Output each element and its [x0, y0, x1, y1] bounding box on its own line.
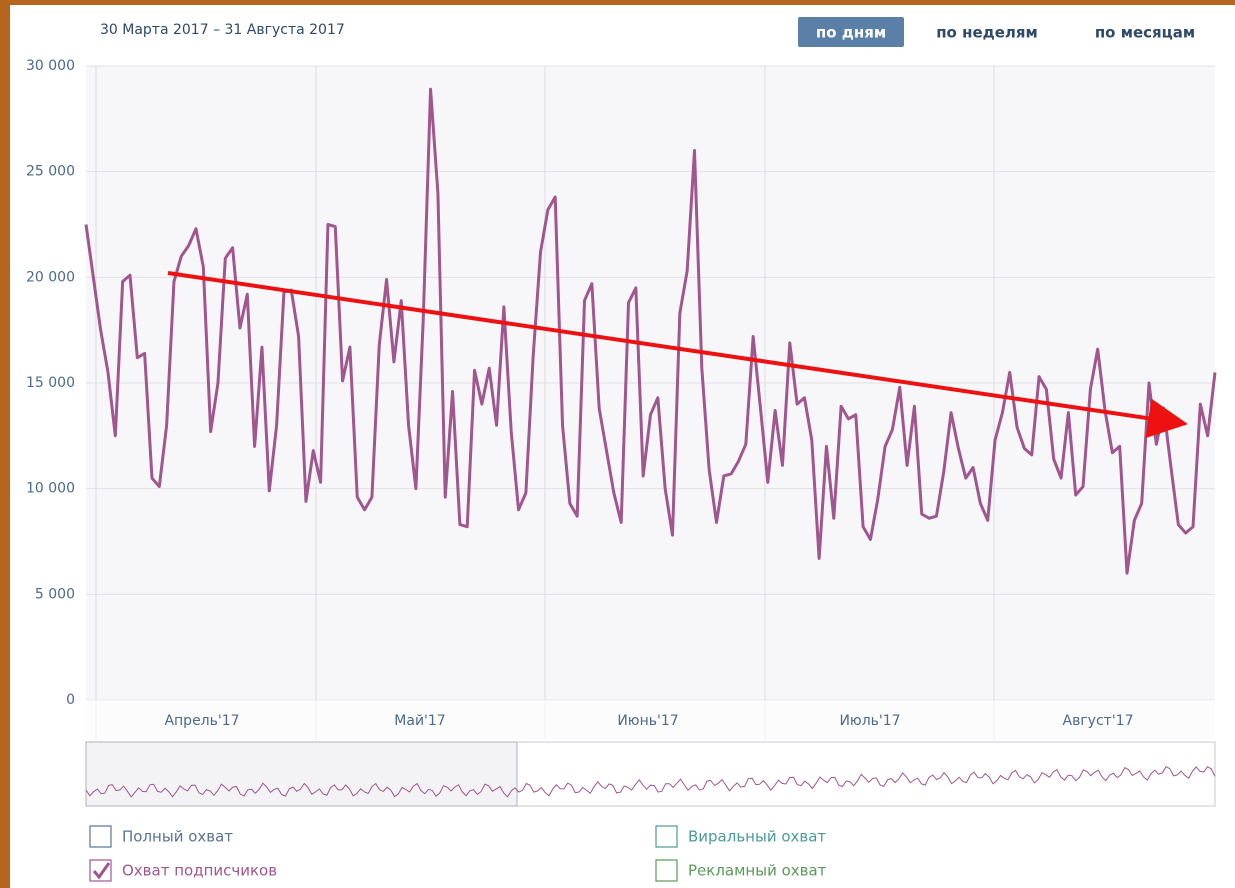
y-tick-label: 30 000: [26, 58, 75, 74]
x-tick-label: Июль'17: [839, 713, 900, 729]
date-range: 30 Марта 2017 – 31 Августа 2017: [100, 22, 345, 38]
period-button-bg: [798, 17, 904, 47]
legend-checkbox[interactable]: [655, 825, 678, 848]
x-tick-label: Май'17: [394, 713, 445, 729]
y-tick-label: 5 000: [35, 586, 75, 602]
legend-label[interactable]: Рекламный охват: [688, 862, 827, 880]
legend-label[interactable]: Полный охват: [122, 828, 233, 846]
period-button[interactable]: по месяцам: [1095, 24, 1195, 42]
y-tick-label: 25 000: [26, 164, 75, 180]
y-tick-label: 0: [66, 692, 75, 708]
legend-label[interactable]: Охват подписчиков: [122, 862, 277, 880]
y-tick-label: 20 000: [26, 269, 75, 285]
month-separators: [95, 66, 995, 740]
legend-checkbox[interactable]: [655, 859, 678, 882]
legend-check: [92, 862, 111, 880]
legend-label[interactable]: Виральный охват: [688, 828, 826, 846]
series-lines: [84, 87, 1217, 575]
navigator-line: [85, 765, 1216, 798]
navigator-window[interactable]: [85, 741, 518, 807]
x-tick-label: Август'17: [1063, 713, 1134, 729]
x-tick-label: Апрель'17: [164, 713, 239, 729]
legend: Полный охват Виральный охват Охват подписч…: [89, 825, 827, 882]
y-tick-label: 15 000: [26, 375, 75, 391]
period-button[interactable]: по дням: [816, 24, 886, 42]
trend-arrow: [167, 271, 1188, 439]
y-tick-label: 10 000: [26, 481, 75, 497]
plot-area: [86, 66, 1215, 740]
legend-checkbox[interactable]: [89, 825, 112, 848]
period-button[interactable]: по неделям: [936, 24, 1038, 42]
month-band: [86, 700, 1215, 740]
x-tick-label: Июнь'17: [617, 713, 678, 729]
series-line: [84, 87, 1217, 575]
